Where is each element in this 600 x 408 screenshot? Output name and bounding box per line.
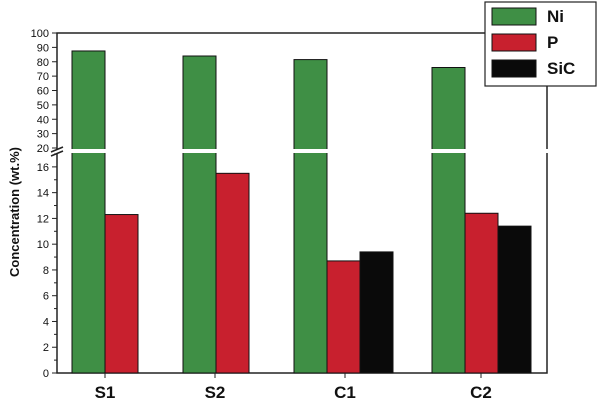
y-upper-tick-label-100: 100: [31, 28, 49, 40]
bar-p-s2: [215, 172, 250, 374]
legend-label-sic: SiC: [547, 59, 575, 78]
bar-p-c1: [326, 260, 361, 374]
legend-swatch-p: [491, 33, 537, 52]
plot-area: 0 2 4 6 8 10 12 14 16 20 30 40 50 60 70 80 90 100 S1 S2 C1 C2: [31, 28, 553, 402]
y-upper-tick-label-30: 30: [37, 129, 49, 141]
axis-break-mark-upper: [50, 146, 64, 153]
y-upper-tick-label-50: 50: [37, 100, 49, 112]
bar-p-c2: [464, 212, 499, 374]
bar-ni-c2: [431, 67, 466, 374]
y-lower-tick-label-4: 4: [43, 316, 49, 328]
legend-label-p: P: [547, 33, 558, 52]
y-lower-tick-label-0: 0: [43, 368, 49, 380]
legend-swatch-sic: [491, 59, 537, 78]
y-upper-tick-label-80: 80: [37, 57, 49, 69]
legend-swatch-ni: [491, 7, 537, 26]
bar-sic-c1: [359, 251, 394, 374]
x-tick-label-c2: C2: [470, 383, 492, 402]
y-axis-title: Concentration (wt.%): [7, 147, 22, 277]
bar-ni-c1: [293, 59, 328, 374]
y-lower-tick-label-8: 8: [43, 265, 49, 277]
bar-p-s1: [104, 214, 139, 374]
y-lower-tick-label-6: 6: [43, 291, 49, 303]
y-upper-tick-label-20: 20: [37, 143, 49, 155]
x-tick-label-s2: S2: [205, 383, 226, 402]
y-upper-tick-label-60: 60: [37, 86, 49, 98]
bar-ni-s2: [182, 55, 217, 374]
y-upper-tick-label-90: 90: [37, 42, 49, 54]
y-lower-tick-label-16: 16: [37, 162, 49, 174]
y-upper-tick-label-70: 70: [37, 71, 49, 83]
y-lower-tick-label-2: 2: [43, 342, 49, 354]
legend: Ni P SiC: [484, 1, 597, 87]
axis-break-gap: [51, 149, 553, 153]
y-upper-tick-label-40: 40: [37, 114, 49, 126]
legend-label-ni: Ni: [547, 7, 564, 26]
y-lower-tick-label-12: 12: [37, 213, 49, 225]
x-tick-label-c1: C1: [334, 383, 356, 402]
x-tick-label-s1: S1: [95, 383, 116, 402]
bar-ni-s1: [71, 50, 106, 374]
y-lower-tick-label-14: 14: [37, 188, 49, 200]
bar-sic-c2: [497, 225, 532, 374]
y-lower-tick-label-10: 10: [37, 239, 49, 251]
